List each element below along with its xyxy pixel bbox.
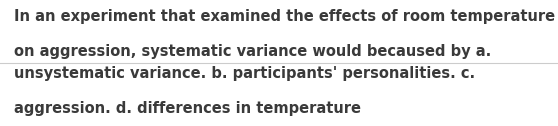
- Text: unsystematic variance. b. participants' personalities. c.: unsystematic variance. b. participants' …: [14, 66, 475, 81]
- Text: In an experiment that examined the effects of room temperature: In an experiment that examined the effec…: [14, 9, 555, 24]
- Text: aggression. d. differences in temperature: aggression. d. differences in temperatur…: [14, 101, 361, 116]
- Text: on aggression, systematic variance would becaused by a.: on aggression, systematic variance would…: [14, 44, 491, 59]
